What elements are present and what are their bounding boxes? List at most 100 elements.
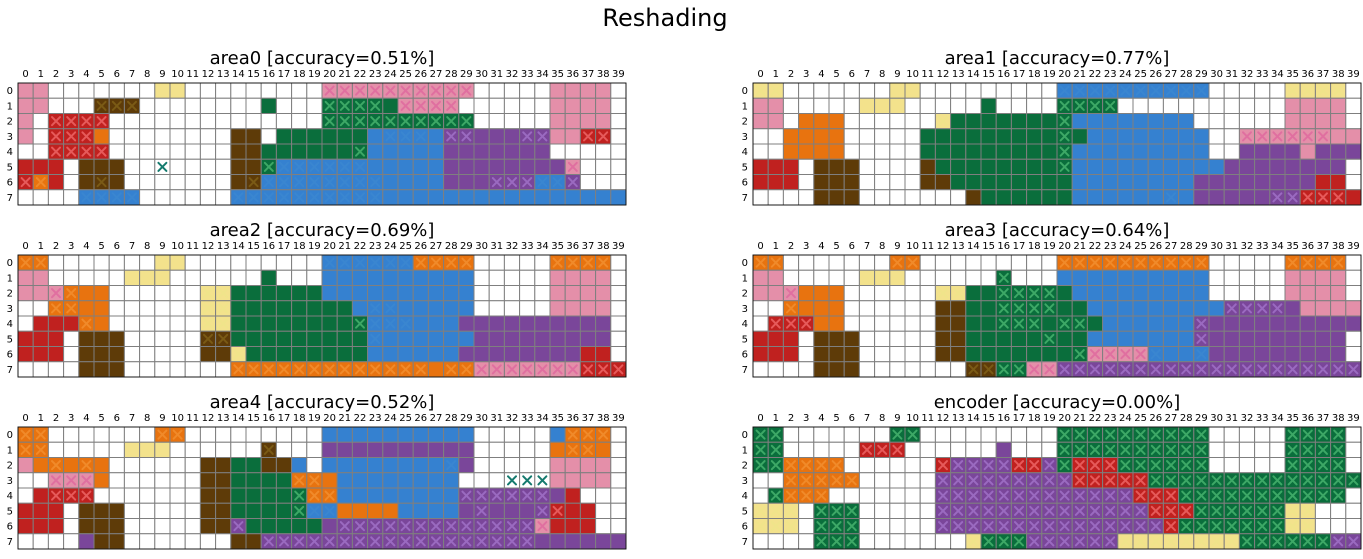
heatmap-cell [123, 315, 141, 332]
heatmap-cell [1238, 315, 1256, 332]
x-tick-label: 11 [186, 241, 199, 252]
heatmap-cell [245, 254, 262, 271]
x-tick-label: 13 [952, 413, 965, 424]
cell-cross-mark [233, 521, 244, 532]
heatmap-cell [904, 472, 921, 489]
heatmap-cell [549, 346, 566, 363]
heatmap-cell [275, 330, 293, 347]
cell-cross-mark [461, 364, 472, 375]
cell-cross-mark [816, 475, 827, 486]
cell-cross-mark [1044, 303, 1055, 314]
heatmap-cell [17, 300, 34, 317]
heatmap-cell [184, 254, 201, 271]
cell-cross-mark [324, 490, 335, 501]
heatmap-cell [1147, 269, 1164, 286]
heatmap-cell [473, 346, 490, 363]
heatmap-cell [184, 189, 201, 206]
cell-cross-mark [81, 318, 92, 329]
heatmap-cell [579, 330, 597, 347]
heatmap-cell [139, 300, 156, 317]
heatmap-cell [919, 330, 936, 347]
heatmap-cell [919, 472, 936, 489]
cell-cross-mark [127, 192, 137, 203]
heatmap-cell [1330, 518, 1347, 535]
heatmap-cell [889, 518, 906, 535]
heatmap-cell [473, 457, 490, 474]
cell-cross-mark [294, 192, 305, 203]
heatmap-cell [1254, 97, 1271, 114]
heatmap-cell [1314, 502, 1332, 519]
heatmap-cell [139, 143, 156, 160]
heatmap-cell [473, 143, 490, 160]
x-tick-label: 4 [818, 69, 824, 80]
heatmap-cell [1162, 300, 1180, 317]
cell-cross-mark [324, 257, 335, 268]
heatmap-cell [1254, 457, 1271, 474]
heatmap-cell [519, 426, 536, 443]
heatmap-cell [519, 82, 536, 99]
heatmap-cell [488, 113, 505, 130]
heatmap-cell [1299, 315, 1316, 332]
cell-cross-mark [1150, 536, 1161, 547]
x-tick-label: 21 [1073, 413, 1086, 424]
heatmap-cell [1132, 158, 1149, 175]
heatmap-cell [1238, 158, 1256, 175]
cell-cross-mark [279, 364, 289, 375]
heatmap-panel: area2 [accuracy=0.69%]0 1 2 3 4 5 6 7 8 9 10 11 12 13… [7, 220, 627, 378]
x-tick-label: 8 [879, 241, 885, 252]
heatmap-cell [579, 113, 597, 130]
heatmap-cell [230, 441, 247, 458]
heatmap-cell [1208, 143, 1225, 160]
cell-cross-mark [1044, 536, 1055, 547]
heatmap-cell [1178, 97, 1195, 114]
cell-cross-mark [1059, 490, 1070, 501]
cell-cross-mark [263, 192, 274, 203]
heatmap-cell [108, 518, 125, 535]
heatmap-cell [215, 82, 232, 99]
heatmap-cell [108, 174, 125, 191]
heatmap-cell [919, 174, 936, 191]
heatmap-cell [1223, 128, 1240, 145]
x-tick-label: 11 [921, 69, 934, 80]
heatmap-cell [1026, 426, 1043, 443]
cell-cross-mark [938, 521, 948, 532]
heatmap-cell [108, 269, 125, 286]
heatmap-cell [1314, 269, 1332, 286]
cell-cross-mark [339, 192, 350, 203]
heatmap-cell [108, 457, 125, 474]
x-tick-label: 13 [217, 241, 230, 252]
heatmap-cell [858, 487, 876, 504]
heatmap-cell [934, 158, 952, 175]
x-tick-label: 18 [1028, 413, 1041, 424]
cell-cross-mark [355, 146, 365, 157]
heatmap-cell [1010, 113, 1028, 130]
heatmap-cell [32, 143, 49, 160]
heatmap-cell [245, 128, 262, 145]
cell-cross-mark [1181, 460, 1192, 471]
heatmap-cell [798, 361, 815, 378]
cell-cross-mark [1150, 475, 1161, 486]
heatmap-cell [1223, 113, 1240, 130]
heatmap-cell [1314, 285, 1332, 302]
heatmap-cell [123, 361, 141, 378]
heatmap-cell [980, 158, 997, 175]
heatmap-cell [1178, 158, 1195, 175]
heatmap-cell [889, 158, 906, 175]
cell-cross-mark [786, 521, 796, 532]
heatmap-cell [260, 300, 277, 317]
cell-cross-mark [1074, 505, 1085, 516]
heatmap-cell [199, 97, 217, 114]
heatmap-cell [1238, 269, 1256, 286]
cell-cross-mark [537, 177, 548, 188]
cell-cross-mark [1166, 536, 1176, 547]
heatmap-cell [473, 472, 490, 489]
heatmap-cell [752, 189, 769, 206]
cell-cross-mark [1287, 131, 1298, 142]
cell-cross-mark [1074, 475, 1085, 486]
x-tick-label: 34 [1271, 241, 1284, 252]
heatmap-cell [260, 457, 277, 474]
heatmap-cell [767, 269, 784, 286]
cell-cross-mark [1181, 490, 1192, 501]
x-tick-label: 19 [1043, 413, 1056, 424]
